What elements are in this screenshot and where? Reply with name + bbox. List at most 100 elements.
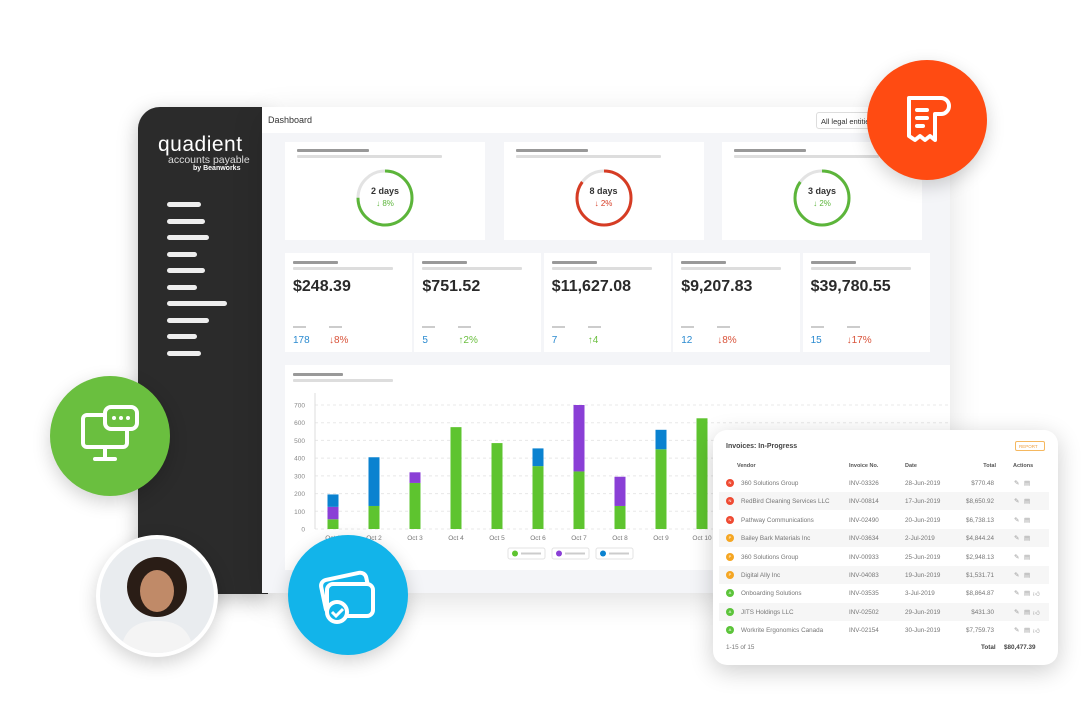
bar-segment[interactable]	[450, 427, 462, 529]
table-row[interactable]: N Pathway Communications INV-02490 20-Ju…	[719, 510, 1049, 529]
metric-count: 7	[551, 335, 558, 346]
thumbs-up-icon[interactable]: 👍︎	[1033, 591, 1040, 599]
invoice-no-cell: INV-02154	[849, 627, 879, 635]
nav-item[interactable]	[167, 334, 197, 339]
calendar-icon[interactable]: ▤	[1024, 553, 1030, 561]
total-cell: $1,531.71	[965, 572, 994, 579]
bar-segment[interactable]	[368, 457, 380, 506]
page-title: Dashboard	[268, 115, 313, 125]
x-tick-label: Oct 6	[530, 535, 546, 542]
total-cell: $8,864.87	[965, 590, 994, 598]
table-row[interactable]: N 360 Solutions Group INV-03326 28-Jun-2…	[719, 474, 1049, 492]
edit-icon[interactable]: ✎	[1014, 535, 1020, 543]
nav-item[interactable]	[167, 218, 205, 224]
metric-amount: $39,780.55	[810, 278, 891, 295]
bar-segment[interactable]	[491, 443, 503, 529]
status-badge: A	[726, 607, 734, 616]
table-row[interactable]: P Bailey Bark Materials Inc INV-03634 2-…	[719, 529, 1049, 548]
bar-segment[interactable]	[573, 405, 585, 472]
status-badge: P	[726, 571, 734, 579]
status-badge: N	[726, 515, 734, 524]
table-row[interactable]: P 360 Solutions Group INV-00933 25-Jun-2…	[719, 547, 1049, 566]
edit-icon[interactable]: ✎	[1014, 498, 1020, 506]
calendar-icon[interactable]: ▤	[1024, 535, 1030, 543]
bar-segment[interactable]	[327, 494, 339, 507]
calendar-icon[interactable]: ▤	[1024, 608, 1030, 616]
x-tick-label: Oct 7	[571, 535, 587, 542]
nav-item[interactable]	[167, 301, 227, 306]
bar-segment[interactable]	[614, 505, 626, 529]
calendar-icon[interactable]: ▤	[1024, 480, 1030, 487]
ring-change: ↓ 8%	[376, 199, 394, 208]
column-header[interactable]: Vendor	[737, 463, 756, 469]
thumbs-up-icon[interactable]: 👍︎	[1033, 609, 1040, 617]
table-row[interactable]: A JITS Holdings LLC INV-02502 29-Jun-201…	[719, 602, 1049, 621]
status-badge: N	[726, 479, 734, 487]
metric-change: ↑4	[587, 335, 599, 346]
edit-icon[interactable]: ✎	[1014, 572, 1020, 579]
bar-segment[interactable]	[655, 429, 667, 450]
bar-segment[interactable]	[614, 476, 626, 506]
bar-segment[interactable]	[532, 448, 544, 467]
y-tick-label: 300	[294, 473, 305, 480]
bar-segment[interactable]	[368, 505, 380, 529]
edit-icon[interactable]: ✎	[1014, 627, 1020, 635]
nav-item[interactable]	[167, 251, 197, 257]
invoice-no-cell: INV-00814	[849, 498, 879, 506]
calendar-icon[interactable]: ▤	[1024, 590, 1030, 598]
x-tick-label: Oct 2	[366, 535, 382, 542]
edit-icon[interactable]: ✎	[1014, 480, 1020, 487]
vendor-cell: Pathway Communications	[741, 516, 814, 524]
sidebar: quadient accounts payable by Beanworks	[138, 107, 268, 594]
vendor-cell: JITS Holdings LLC	[741, 608, 794, 616]
metric-card: $9,207.83 12 ↓8%	[673, 253, 801, 352]
table-row[interactable]: A Workrite Ergonomics Canada INV-02154 3…	[719, 621, 1049, 640]
invoices-title: Invoices: In-Progress	[726, 443, 798, 450]
bar-segment[interactable]	[409, 472, 421, 483]
bar-segment[interactable]	[327, 519, 339, 529]
column-header[interactable]: Total	[983, 463, 996, 469]
edit-icon[interactable]: ✎	[1014, 516, 1020, 524]
nav-item[interactable]	[167, 202, 201, 207]
bar-segment[interactable]	[573, 471, 585, 529]
y-tick-label: 500	[294, 438, 305, 445]
date-cell: 20-Jun-2019	[905, 516, 941, 524]
table-row[interactable]: N RedBird Cleaning Services LLC INV-0081…	[719, 492, 1049, 511]
y-tick-label: 700	[294, 403, 305, 410]
ring-change: ↓ 2%	[594, 199, 613, 208]
edit-icon[interactable]: ✎	[1014, 608, 1020, 616]
thumbs-up-icon[interactable]: 👍︎	[1033, 628, 1040, 636]
bar-segment[interactable]	[409, 482, 421, 529]
bar-segment[interactable]	[532, 466, 544, 529]
metric-count: 5	[422, 335, 428, 346]
metric-change: ↑2%	[458, 335, 478, 346]
bar-segment[interactable]	[327, 506, 339, 520]
column-header[interactable]: Invoice No.	[849, 463, 879, 469]
calendar-icon[interactable]: ▤	[1024, 572, 1030, 579]
status-badge: N	[726, 497, 734, 506]
progress-ring	[575, 169, 632, 227]
table-row[interactable]: P Digital Ally Inc INV-04083 19-Jun-2019…	[719, 566, 1049, 584]
bar-segment[interactable]	[655, 449, 667, 529]
nav-item[interactable]	[167, 317, 209, 323]
edit-icon[interactable]: ✎	[1014, 553, 1020, 561]
table-row[interactable]: A Onboarding Solutions INV-03535 3-Jul-2…	[719, 584, 1049, 603]
calendar-icon[interactable]: ▤	[1024, 498, 1030, 506]
invoices-panel: Invoices: In-Progress REPORT Vendor Invoi…	[713, 430, 1058, 665]
date-cell: 30-Jun-2019	[905, 627, 941, 635]
nav-item[interactable]	[167, 268, 205, 273]
chat-support-badge	[50, 376, 170, 496]
edit-icon[interactable]: ✎	[1014, 590, 1020, 598]
column-header[interactable]: Actions	[1013, 463, 1034, 469]
nav-item[interactable]	[167, 350, 201, 356]
y-tick-label: 400	[294, 456, 305, 463]
calendar-icon[interactable]: ▤	[1024, 627, 1030, 635]
nav-item[interactable]	[167, 235, 209, 240]
y-tick-label: 200	[294, 491, 305, 498]
nav-item[interactable]	[167, 284, 197, 290]
calendar-icon[interactable]: ▤	[1024, 516, 1030, 524]
bar-segment[interactable]	[696, 418, 708, 529]
column-header[interactable]: Date	[905, 463, 917, 469]
report-button[interactable]: REPORT	[1015, 441, 1045, 451]
invoice-no-cell: INV-03326	[849, 480, 879, 487]
